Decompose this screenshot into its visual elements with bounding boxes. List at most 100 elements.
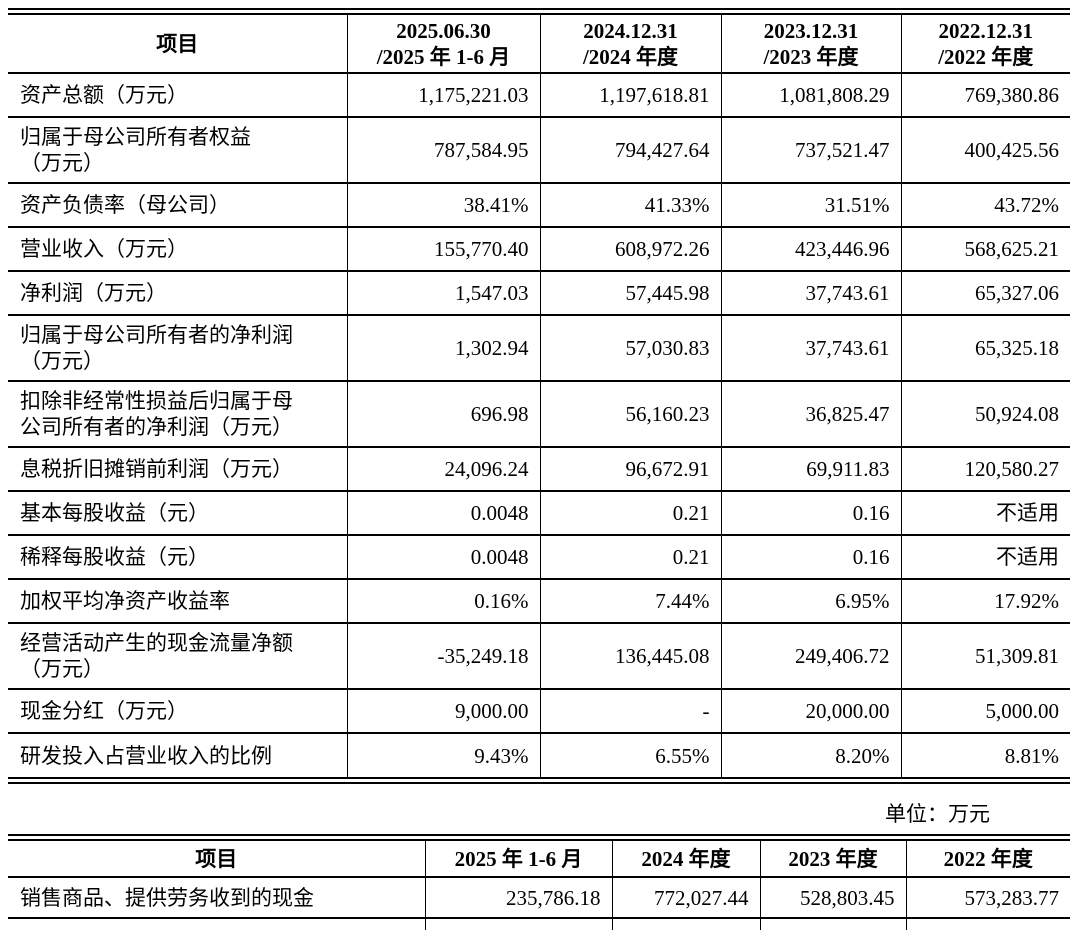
cell-value: 7.44%	[539, 578, 722, 624]
row-label: 营业收入（万元）	[8, 226, 348, 272]
cell-value: 0.21	[539, 490, 722, 536]
column-header-2022: 2022.12.31 /2022 年度	[900, 15, 1070, 74]
column-header-2025: 2025 年 1-6 月	[424, 841, 613, 878]
table-row: 加权平均净资产收益率 0.16% 7.44% 6.95% 17.92%	[8, 578, 1070, 624]
column-header-2023: 2023.12.31 /2023 年度	[720, 15, 902, 74]
row-label: 扣除非经常性损益后归属于母 公司所有者的净利润（万元）	[8, 380, 348, 448]
key-financial-indicators-table: 项目 2025.06.30 /2025 年 1-6 月 2024.12.31 /…	[8, 15, 1070, 777]
cell-value: 69,911.83	[720, 446, 902, 492]
table-row: 归属于母公司所有者权益 （万元） 787,584.95 794,427.64 7…	[8, 116, 1070, 184]
cell-value: 0.16	[720, 534, 902, 580]
cell-value: 0.0048	[346, 534, 541, 580]
cell-value: 136,445.08	[539, 622, 722, 690]
cell-value: 0.0048	[346, 490, 541, 536]
table-row: 息税折旧摊销前利润（万元） 24,096.24 96,672.91 69,911…	[8, 446, 1070, 492]
table2-top-rule	[8, 834, 1070, 841]
cell-value: 31.51%	[720, 182, 902, 228]
column-header-2024: 2024.12.31 /2024 年度	[539, 15, 722, 74]
table-row: 资产负债率（母公司） 38.41% 41.33% 31.51% 43.72%	[8, 182, 1070, 228]
cell-value: 787,584.95	[346, 116, 541, 184]
row-label: 基本每股收益（元）	[8, 490, 348, 536]
cell-value: 37,743.61	[720, 314, 902, 382]
row-label: 研发投入占营业收入的比例	[8, 732, 348, 777]
cell-value: 794,427.64	[539, 116, 722, 184]
column-header-item: 项目	[8, 15, 348, 74]
cell-value: 608,972.26	[539, 226, 722, 272]
row-label: 销售商品、提供劳务收到的现金	[8, 876, 426, 919]
empty-cell	[424, 917, 613, 930]
cell-value: 56,160.23	[539, 380, 722, 448]
cell-value: 96,672.91	[539, 446, 722, 492]
table-row: 净利润（万元） 1,547.03 57,445.98 37,743.61 65,…	[8, 270, 1070, 316]
cell-value: 769,380.86	[900, 72, 1070, 118]
table-row: 资产总额（万元） 1,175,221.03 1,197,618.81 1,081…	[8, 72, 1070, 118]
cell-value: 155,770.40	[346, 226, 541, 272]
unit-label: 单位：万元	[885, 802, 990, 826]
cell-value: 737,521.47	[720, 116, 902, 184]
cell-value: 249,406.72	[720, 622, 902, 690]
cell-value: 41.33%	[539, 182, 722, 228]
cell-value: 120,580.27	[900, 446, 1070, 492]
cell-value: 5,000.00	[900, 688, 1070, 734]
table-row: 销售商品、提供劳务收到的现金 235,786.18 772,027.44 528…	[8, 876, 1070, 919]
cell-value: -	[539, 688, 722, 734]
row-label: 稀释每股收益（元）	[8, 534, 348, 580]
column-header-2025: 2025.06.30 /2025 年 1-6 月	[346, 15, 541, 74]
table-row: 基本每股收益（元） 0.0048 0.21 0.16 不适用	[8, 490, 1070, 536]
cell-value: 不适用	[900, 534, 1070, 580]
cell-value: 528,803.45	[759, 876, 907, 919]
cell-value: 9.43%	[346, 732, 541, 777]
row-label: 息税折旧摊销前利润（万元）	[8, 446, 348, 492]
cell-value: 8.81%	[900, 732, 1070, 777]
cell-value: 235,786.18	[424, 876, 613, 919]
cell-value: 568,625.21	[900, 226, 1070, 272]
table-row: 营业收入（万元） 155,770.40 608,972.26 423,446.9…	[8, 226, 1070, 272]
empty-cell	[611, 917, 761, 930]
cell-value: 1,547.03	[346, 270, 541, 316]
cell-value: 37,743.61	[720, 270, 902, 316]
table-bottom-rule	[8, 777, 1070, 784]
table-row: 归属于母公司所有者的净利润 （万元） 1,302.94 57,030.83 37…	[8, 314, 1070, 382]
cell-value: 9,000.00	[346, 688, 541, 734]
cell-value: 43.72%	[900, 182, 1070, 228]
cash-flow-table: 项目 2025 年 1-6 月 2024 年度 2023 年度 2022 年度 …	[8, 841, 1070, 930]
cell-value: 8.20%	[720, 732, 902, 777]
empty-cell	[759, 917, 907, 930]
cell-value: 36,825.47	[720, 380, 902, 448]
cell-value: 1,197,618.81	[539, 72, 722, 118]
cell-value: 573,283.77	[905, 876, 1070, 919]
table-row-cutoff	[8, 917, 1070, 930]
cell-value: 38.41%	[346, 182, 541, 228]
column-header-2023: 2023 年度	[759, 841, 907, 878]
row-label: 归属于母公司所有者权益 （万元）	[8, 116, 348, 184]
cell-value: 6.95%	[720, 578, 902, 624]
cell-value: 24,096.24	[346, 446, 541, 492]
table-row: 研发投入占营业收入的比例 9.43% 6.55% 8.20% 8.81%	[8, 732, 1070, 777]
cell-value: 696.98	[346, 380, 541, 448]
table-top-rule	[8, 8, 1070, 15]
cell-value: 0.21	[539, 534, 722, 580]
table-row: 经营活动产生的现金流量净额 （万元） -35,249.18 136,445.08…	[8, 622, 1070, 690]
row-label: 净利润（万元）	[8, 270, 348, 316]
column-header-2024: 2024 年度	[611, 841, 761, 878]
cell-value: 772,027.44	[611, 876, 761, 919]
table-row: 现金分红（万元） 9,000.00 - 20,000.00 5,000.00	[8, 688, 1070, 734]
cell-value: -35,249.18	[346, 622, 541, 690]
row-label: 经营活动产生的现金流量净额 （万元）	[8, 622, 348, 690]
cell-value: 20,000.00	[720, 688, 902, 734]
cell-value: 400,425.56	[900, 116, 1070, 184]
cell-value: 65,327.06	[900, 270, 1070, 316]
row-label: 现金分红（万元）	[8, 688, 348, 734]
row-label: 加权平均净资产收益率	[8, 578, 348, 624]
table-row: 稀释每股收益（元） 0.0048 0.21 0.16 不适用	[8, 534, 1070, 580]
cell-value: 51,309.81	[900, 622, 1070, 690]
cell-value: 1,302.94	[346, 314, 541, 382]
cell-value: 6.55%	[539, 732, 722, 777]
cell-value: 57,445.98	[539, 270, 722, 316]
row-label: 资产负债率（母公司）	[8, 182, 348, 228]
empty-cell	[905, 917, 1070, 930]
cell-value: 17.92%	[900, 578, 1070, 624]
row-label: 资产总额（万元）	[8, 72, 348, 118]
cell-value: 1,081,808.29	[720, 72, 902, 118]
table-header-row: 项目 2025 年 1-6 月 2024 年度 2023 年度 2022 年度	[8, 841, 1070, 878]
